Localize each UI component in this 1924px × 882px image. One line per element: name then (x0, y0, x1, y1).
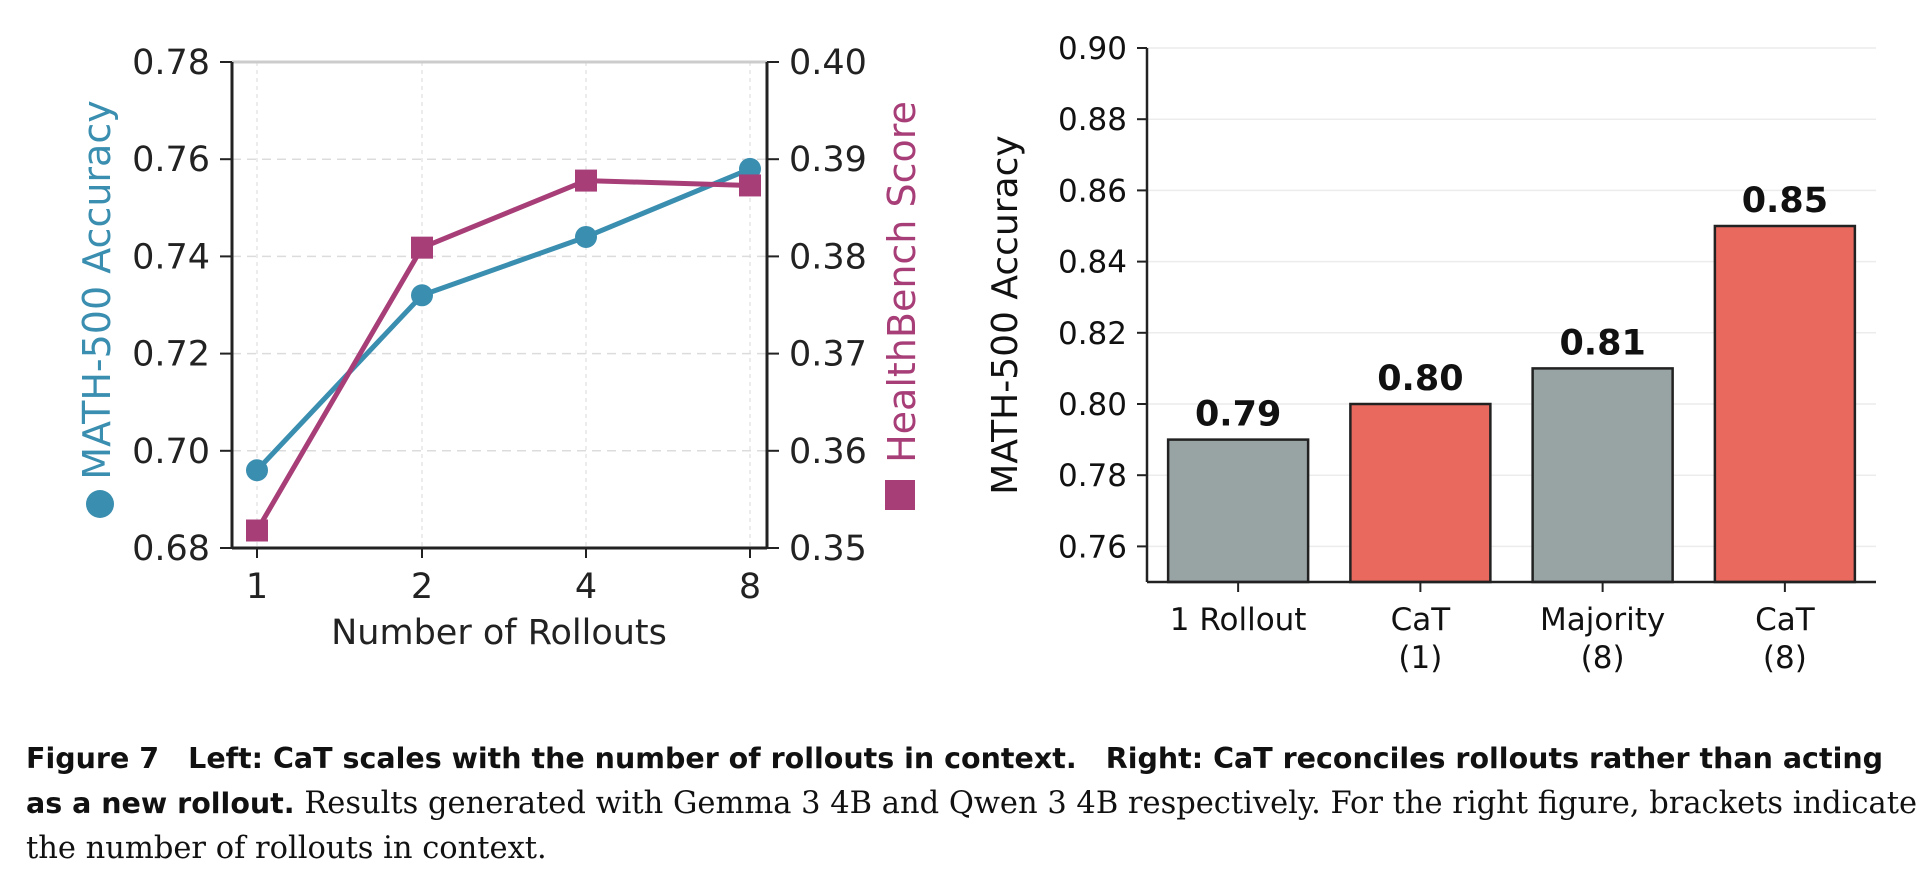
right-y-tick-label: 0.37 (789, 335, 867, 375)
figure-caption: Figure 7 Left: CaT scales with the numbe… (26, 736, 1924, 871)
left-y-axis-legend-marker (86, 490, 114, 518)
left-y-tick-label: 0.72 (132, 335, 210, 375)
rollouts-line-chart: 1 2 4 8 0.68 0.70 0.72 0.74 0.76 0.78 0.35 0.36 0.37… (75, 43, 924, 653)
left-ticks: 1 2 4 8 0.68 0.70 0.72 0.74 0.76 0.78 0.35 0.36 0.37… (132, 43, 867, 607)
bar-y-tick-label: 0.82 (1058, 316, 1127, 352)
bar-ticks: 0.76 0.78 0.80 0.82 0.84 0.86 0.88 0.90 1 Rollou… (1058, 31, 1816, 676)
left-series (246, 157, 761, 542)
bar-value-label: 0.81 (1559, 323, 1645, 363)
left-y-tick-label: 0.74 (132, 237, 210, 277)
bar-y-tick-label: 0.90 (1058, 31, 1127, 67)
left-x-tick-label: 1 (246, 567, 268, 607)
series-line-square (254, 178, 751, 532)
healthbench-point (246, 519, 268, 542)
left-y-axis-title: MATH-500 Accuracy (75, 100, 119, 479)
math500-point (246, 459, 268, 482)
left-y-tick-label: 0.76 (132, 140, 210, 180)
bar-value-label: 0.79 (1195, 395, 1281, 435)
right-y-tick-label: 0.40 (789, 43, 867, 83)
right-y-tick-label: 0.39 (789, 140, 867, 180)
left-y-tick-label: 0.68 (132, 529, 210, 569)
rollout-comparison-bar-chart: 0.76 0.78 0.80 0.82 0.84 0.86 0.88 0.90 1 Rollou… (985, 31, 1876, 676)
left-x-tick-label: 4 (575, 567, 597, 607)
right-y-tick-label: 0.36 (789, 432, 867, 472)
healthbench-point (739, 174, 761, 197)
healthbench-point (411, 236, 433, 259)
bar-category-label: 1 Rollout (1170, 602, 1307, 638)
math500-point (575, 225, 597, 248)
bar-y-tick-label: 0.78 (1058, 458, 1127, 494)
bar (1349, 402, 1492, 584)
bar-category-label: (1) (1398, 640, 1442, 676)
left-x-axis-title: Number of Rollouts (331, 613, 667, 653)
bar-y-tick-label: 0.84 (1058, 245, 1127, 281)
bar-y-axis-title: MATH-500 Accuracy (985, 135, 1026, 494)
right-y-axis-title: HealthBench Score (880, 101, 924, 463)
figure-label: Figure 7 (26, 742, 160, 775)
bar-category-label: Majority (1540, 602, 1665, 638)
bar-y-tick-label: 0.88 (1058, 102, 1127, 138)
caption-right-title: Right: CaT reconciles rollouts rather th… (26, 742, 1884, 820)
right-y-tick-label: 0.35 (789, 529, 867, 569)
healthbench-point (575, 169, 597, 192)
bar (1713, 224, 1857, 584)
bar-y-tick-label: 0.76 (1058, 529, 1127, 565)
right-y-tick-label: 0.38 (789, 237, 867, 277)
left-x-tick-label: 8 (739, 567, 761, 607)
series-line-circle (255, 166, 751, 472)
bar-category-label: CaT (1391, 602, 1452, 638)
bar-value-label: 0.85 (1742, 181, 1828, 221)
math500-point (411, 284, 433, 307)
bar-category-label: CaT (1755, 602, 1816, 638)
left-y-tick-label: 0.78 (132, 43, 210, 83)
bar-category-label: (8) (1581, 640, 1625, 676)
bar-marks: 0.79 0.80 0.81 0.85 (1166, 181, 1857, 584)
bar (1166, 438, 1310, 584)
right-y-axis-legend-marker (885, 480, 915, 510)
bar-category-label: (8) (1763, 640, 1807, 676)
caption-text: Results generated with Gemma 3 4B and Qw… (26, 786, 1918, 866)
left-x-tick-label: 2 (411, 567, 433, 607)
caption-left-title: Left: CaT scales with the number of roll… (188, 742, 1077, 775)
bar-y-tick-label: 0.80 (1058, 387, 1127, 423)
bar (1531, 367, 1674, 584)
bar-y-tick-label: 0.86 (1058, 173, 1127, 209)
left-y-tick-label: 0.70 (132, 432, 210, 472)
left-grid (232, 62, 767, 548)
math500-point (739, 157, 761, 180)
bar-value-label: 0.80 (1377, 359, 1463, 399)
